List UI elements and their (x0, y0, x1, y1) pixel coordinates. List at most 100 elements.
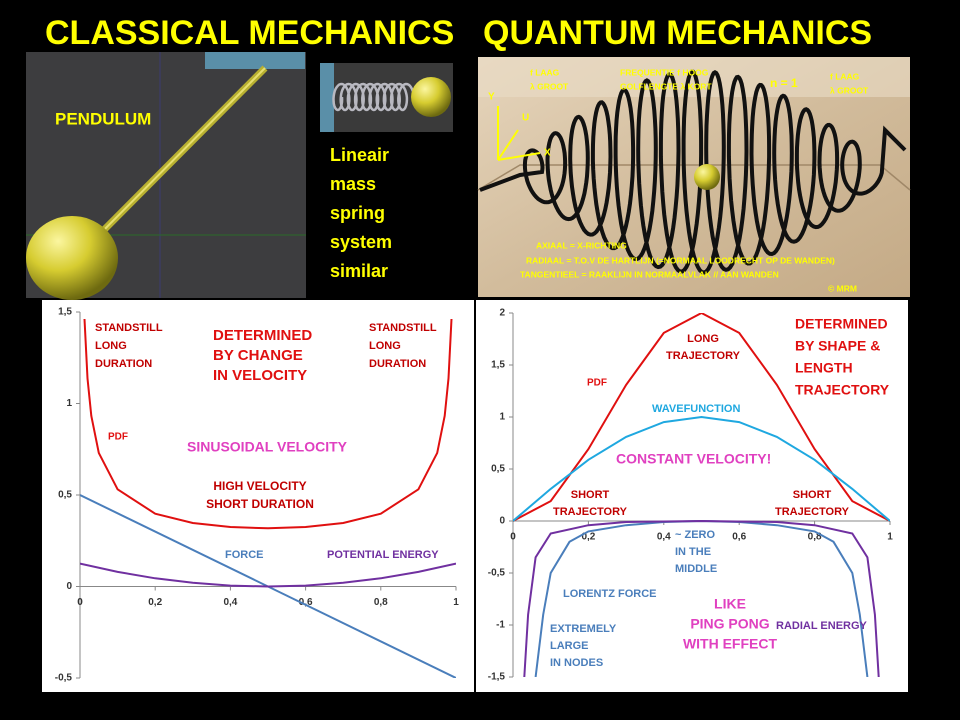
y-tick-label: 1 (499, 412, 505, 423)
spring-coil (332, 82, 416, 112)
spiral-label: X (544, 148, 551, 159)
x-tick-label: 0,6 (299, 597, 313, 608)
annotation: WITH EFFECT (683, 636, 778, 652)
y-tick-label: 0 (66, 581, 72, 592)
series-line (80, 562, 456, 588)
pendulum-label: PENDULUM (55, 109, 151, 128)
annotation: STANDSTILL (369, 322, 437, 334)
title-classical: CLASSICAL MECHANICS (45, 14, 454, 52)
annotation: DETERMINED (795, 316, 888, 332)
annotation: CONSTANT VELOCITY! (616, 451, 771, 467)
series-label: RADIAL ENERGY (776, 620, 868, 632)
annotation: IN THE (675, 546, 711, 558)
y-tick-label: -0,5 (488, 568, 506, 579)
spiral-image (477, 57, 911, 297)
x-tick-label: 0,2 (148, 597, 162, 608)
chart: -1,5 -1 -0,5 0 0,5 1 1,5 2 0 0,2 0,4 0,6 0,8 1 PDF WAVE… (476, 300, 908, 692)
series-label: POTENTIAL ENERGY (327, 549, 439, 561)
annotation: EXTREMELY (550, 623, 617, 635)
spiral-label: GOLFLENGTE λ KORT (620, 81, 712, 91)
series-label: FORCE (225, 549, 264, 561)
series-line (83, 318, 453, 530)
annotation: DETERMINED (213, 327, 312, 344)
annotation: IN VELOCITY (213, 367, 307, 384)
y-tick-label: -0,5 (55, 673, 73, 684)
series-line (523, 519, 880, 677)
annotation: BY CHANGE (213, 347, 303, 364)
x-tick-label: 0,6 (732, 532, 746, 543)
annotation: TRAJECTORY (795, 382, 890, 398)
annotation: SHORT (793, 489, 832, 501)
series-label: PDF (108, 432, 128, 443)
x-tick-label: 0,4 (223, 597, 237, 608)
annotation: HIGH VELOCITY (213, 479, 306, 493)
spiral-label: f LAAG (530, 67, 560, 77)
annotation: LARGE (550, 640, 589, 652)
y-tick-label: 1,5 (58, 307, 72, 318)
annotation: ~ ZERO (675, 529, 715, 541)
y-tick-label: 1,5 (491, 360, 505, 371)
y-tick-label: -1,5 (488, 672, 506, 683)
annotation: DURATION (369, 358, 426, 370)
annotation: SINUSOIDAL VELOCITY (187, 439, 348, 455)
series-label: PDF (587, 378, 607, 389)
spiral-label: TANGENTIEEL = RAAKLIJN IN NORMAALVLAK //… (520, 269, 779, 279)
annotation: LIKE (714, 596, 746, 612)
pendulum-image: PENDULUM (26, 52, 306, 300)
annotation: DURATION (95, 358, 152, 370)
spiral-label: AXIAAL = X-RICHTING (536, 240, 627, 250)
spiral-labels: f LAAG λ GROOT FREQUENTIE f HOOG GOLFLENGTE… (488, 67, 869, 293)
annotation: TRAJECTORY (666, 350, 741, 362)
annotation: LONG (687, 333, 719, 345)
y-tick-label: 0,5 (491, 464, 505, 475)
x-tick-label: 0 (77, 597, 83, 608)
x-tick-label: 1 (453, 597, 459, 608)
caption-line: system (330, 232, 392, 252)
spiral-label: RADIAAL = T.O.V DE HARTLIJN (=NORMAAL LO… (526, 255, 835, 265)
annotation: LONG (369, 340, 401, 352)
y-tick-label: 0 (499, 516, 505, 527)
title-quantum: QUANTUM MECHANICS (483, 14, 872, 52)
annotation: LONG (95, 340, 127, 352)
chart-frame (42, 300, 474, 692)
y-tick-label: 2 (499, 308, 505, 319)
spiral-label: Y (488, 92, 495, 103)
series-label: WAVEFUNCTION (652, 403, 740, 415)
spring-caption: Lineair mass spring system similar (330, 145, 392, 281)
x-tick-label: 0,2 (581, 532, 595, 543)
spring-image (320, 63, 453, 132)
caption-line: similar (330, 261, 388, 281)
chart: -0,5 0 0,5 1 1,5 0 0,2 0,4 0,6 0,8 1 PDF FORCE POTENT… (42, 300, 474, 692)
spiral-label: n = 1 (770, 76, 798, 90)
y-tick-label: 0,5 (58, 490, 72, 501)
annotation: TRAJECTORY (775, 506, 850, 518)
annotation: BY SHAPE & (795, 338, 880, 354)
x-tick-label: 0 (510, 532, 516, 543)
spiral-label: f LAAG (830, 71, 860, 81)
x-tick-label: 0,4 (657, 532, 671, 543)
spiral-label: λ GROOT (830, 85, 869, 95)
x-tick-label: 0,8 (808, 532, 822, 543)
x-tick-label: 0,8 (374, 597, 388, 608)
annotation: LENGTH (795, 360, 853, 376)
series-label: LORENTZ FORCE (563, 588, 657, 600)
y-tick-label: 1 (66, 398, 72, 409)
spiral-label: © MRM (828, 283, 857, 293)
series-line (513, 313, 890, 522)
spiral-label: FREQUENTIE f HOOG (620, 67, 709, 77)
annotation: PING PONG (690, 616, 769, 632)
annotation: IN NODES (550, 657, 603, 669)
caption-line: Lineair (330, 145, 389, 165)
spiral-label: λ GROOT (530, 81, 569, 91)
caption-line: mass (330, 174, 376, 194)
annotation: MIDDLE (675, 563, 717, 575)
caption-line: spring (330, 203, 385, 223)
annotation: TRAJECTORY (553, 506, 628, 518)
chart-frame (476, 300, 908, 692)
annotation: STANDSTILL (95, 322, 163, 334)
series-line (513, 415, 890, 522)
annotation: SHORT (571, 489, 610, 501)
annotation: SHORT DURATION (206, 497, 314, 511)
